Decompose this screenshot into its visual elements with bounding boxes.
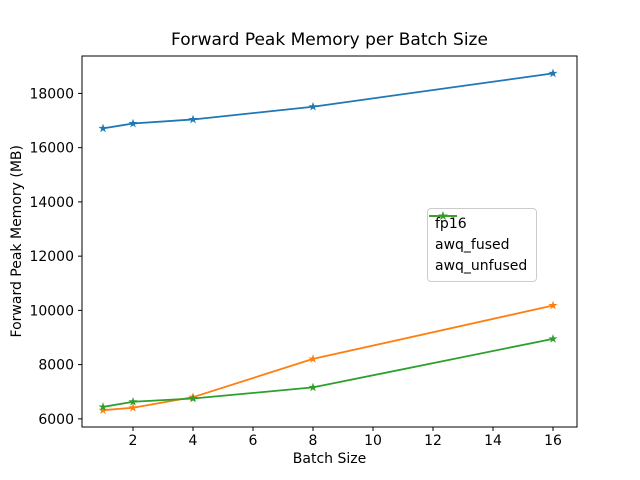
marker-fp16-16 (548, 68, 558, 78)
marker-fp16-4 (188, 114, 198, 124)
legend: fp16 awq_fused awq_unfused (427, 208, 538, 282)
y-axis-label: Forward Peak Memory (MB) (9, 145, 25, 338)
marker-fp16-2 (128, 118, 138, 128)
marker-awq_unfused-4 (188, 393, 198, 403)
x-tick-label: 4 (189, 433, 198, 449)
marker-awq_unfused-8 (308, 382, 318, 392)
marker-fp16-8 (308, 101, 318, 111)
marker-awq_unfused-1 (98, 402, 108, 411)
marker-awq_fused-16 (548, 300, 558, 310)
x-tick-label: 14 (484, 433, 502, 449)
x-tick-label: 12 (424, 433, 442, 449)
legend-item-awq_fused: awq_fused (429, 211, 527, 255)
marker-fp16-1 (98, 123, 108, 133)
legend-item-awq_unfused: awq_unfused (429, 211, 528, 276)
marker-awq_unfused-2 (128, 396, 138, 406)
legend-label-fp16: fp16 (435, 216, 467, 232)
legend-swatch-awq_unfused (429, 211, 457, 220)
marker-awq_fused-2 (128, 402, 138, 412)
marker-awq_fused-8 (308, 354, 318, 363)
marker-awq_unfused-16 (548, 334, 558, 343)
y-tick-label: 10000 (29, 303, 74, 319)
x-tick-label: 6 (249, 433, 258, 449)
y-tick-label: 18000 (29, 86, 74, 102)
x-tick-label: 2 (129, 433, 138, 449)
series-line-awq_fused (102, 304, 554, 412)
x-tick-label: 16 (544, 433, 562, 449)
axes-spines (81, 55, 578, 428)
x-tick-label: 10 (364, 433, 382, 449)
legend-label-awq_unfused: awq_unfused (435, 258, 528, 274)
y-tick-label: 14000 (29, 195, 74, 211)
series-line-awq_unfused (102, 337, 554, 408)
x-tick-label: 8 (309, 433, 318, 449)
y-tick-label: 16000 (29, 141, 74, 157)
y-axis-label-wrap: Forward Peak Memory (MB) (8, 56, 26, 427)
y-tick-label: 8000 (38, 358, 74, 374)
legend-label-awq_fused: awq_fused (435, 237, 510, 253)
marker-awq_fused-1 (98, 405, 108, 415)
series-line-fp16 (102, 72, 554, 130)
y-tick-label: 12000 (29, 249, 74, 265)
legend-star-icon (438, 211, 448, 220)
x-axis-label: Batch Size (292, 451, 367, 467)
chart-title: Forward Peak Memory per Batch Size (171, 30, 488, 50)
y-tick-label: 6000 (38, 412, 74, 428)
